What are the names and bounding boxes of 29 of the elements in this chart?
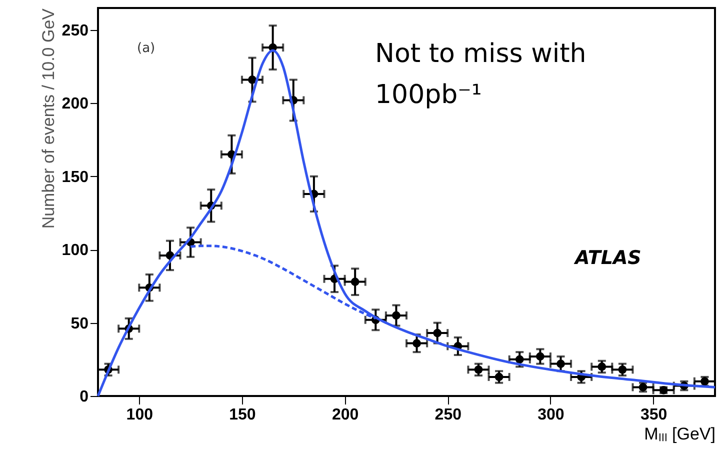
x-tick-label: 100	[126, 406, 154, 424]
x-axis-title: Mₗₗₗ [GeV]	[644, 424, 716, 444]
point	[433, 328, 442, 338]
y-axis-title: Number of events / 10.0 GeV	[38, 8, 58, 229]
point	[412, 339, 421, 348]
y-tick-label: 200	[62, 96, 89, 113]
point	[494, 372, 504, 382]
point	[392, 311, 400, 320]
y-tick-label: 0	[80, 388, 89, 406]
point	[536, 352, 544, 361]
x-tick-label: 300	[538, 406, 564, 424]
x-tick-label: 250	[434, 406, 462, 424]
y-tick-label: 100	[62, 242, 89, 260]
x-tick-label: 150	[229, 406, 256, 424]
point	[556, 360, 565, 368]
annotation: ATLAS	[573, 247, 642, 269]
x-tick-label: 200	[332, 406, 359, 424]
point	[350, 278, 360, 286]
y-tick-label: 150	[62, 168, 89, 186]
point	[248, 76, 256, 84]
y-tick-label: 250	[62, 22, 89, 40]
point	[474, 365, 483, 374]
point	[515, 355, 524, 364]
x-tick-label: 350	[640, 406, 668, 424]
point	[618, 365, 627, 374]
annotation: Not to miss with 100pb⁻¹	[375, 39, 586, 110]
y-tick-label: 50	[70, 315, 89, 332]
point	[598, 362, 606, 371]
annotation: (a)	[137, 41, 156, 56]
